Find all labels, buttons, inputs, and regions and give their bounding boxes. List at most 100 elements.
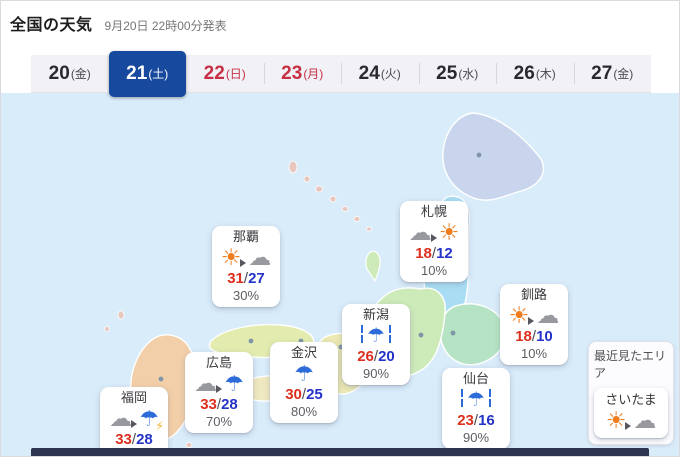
weather-card[interactable]: 那覇 ☀ ☁ 31/27 30% <box>212 226 280 307</box>
weather-card[interactable]: 福岡 ☁☂⚡ 33/28 60% <box>100 387 168 456</box>
city-name: 仙台 <box>462 371 489 386</box>
footer-bar <box>31 448 649 456</box>
city-name: 札幌 <box>420 204 447 219</box>
weather-card[interactable]: 釧路 ☀ ☁ 18/10 10% <box>500 284 568 365</box>
precipitation-probability: 10% <box>520 345 548 361</box>
temp-separator: / <box>531 328 537 346</box>
temperature-range: 26/20 <box>348 348 404 365</box>
weather-icons: ☁ ☀ <box>406 220 462 245</box>
tab-day-21[interactable]: 21 (土) <box>108 50 186 97</box>
sun-icon: ☀ <box>508 302 530 329</box>
tab-day-number: 22 <box>203 62 225 84</box>
precipitation-probability: 80% <box>290 403 318 419</box>
published-timestamp: 9月20日 22時00分発表 <box>104 19 227 33</box>
temperature-range: 18/10 <box>506 328 562 345</box>
temperature-range: 33/28 <box>191 396 247 413</box>
weather-icons: ☁ ☂ ⚡ <box>106 405 164 433</box>
thunder-icon: ☂ ⚡ <box>139 405 164 433</box>
high-temp: 33 <box>115 431 132 449</box>
temp-separator: / <box>216 396 222 414</box>
city-name: 金沢 <box>290 345 317 360</box>
weather-card[interactable]: 仙台 ☂ 23/16 90% <box>442 368 510 449</box>
tab-day-of-week: (日) <box>225 67 246 81</box>
weather-icons: ☀ ☁ <box>218 245 274 270</box>
tab-day-number: 23 <box>281 62 303 84</box>
cloud-icon: ☁ <box>194 370 218 397</box>
page-header: 全国の天気 9月20日 22時00分発表 <box>10 11 227 35</box>
recent-area-name: さいたま <box>605 391 657 407</box>
low-temp: 12 <box>436 245 453 263</box>
weather-icons: ☂ <box>348 323 404 348</box>
cloud-icon: ☁ <box>536 302 560 329</box>
recent-area-weather-icons: ☀ ☁ <box>596 408 666 433</box>
high-temp: 33 <box>200 396 217 414</box>
temperature-range: 33/28 <box>106 431 162 448</box>
cloud-icon: ☁ <box>633 406 657 433</box>
rain-icon: ☂ <box>361 324 391 347</box>
high-temp: 30 <box>285 386 302 404</box>
city-name: 釧路 <box>520 287 547 302</box>
city-name: 那覇 <box>232 229 259 244</box>
sun-icon: ☀ <box>438 219 460 246</box>
temperature-range: 31/27 <box>218 270 274 287</box>
weather-card[interactable]: 金沢 ☂ 30/25 80% <box>270 342 338 423</box>
city-name: 広島 <box>205 355 232 370</box>
weather-map: 那覇 ☀ ☁ 31/27 30% 札幌 ☁ ☀ 18/12 10% 釧路 ☀ ☁ 18… <box>1 93 679 456</box>
temperature-range: 23/16 <box>448 412 504 429</box>
tab-day-of-week: (火) <box>380 67 401 81</box>
high-temp: 26 <box>357 348 374 366</box>
temp-separator: / <box>243 270 249 288</box>
tab-day-26[interactable]: 26 (木) <box>496 55 574 92</box>
cloud-icon: ☁ <box>248 244 272 271</box>
tab-day-number: 24 <box>358 62 380 84</box>
page-title: 全国の天気 <box>10 17 93 34</box>
low-temp: 28 <box>136 431 153 449</box>
low-temp: 28 <box>221 396 238 414</box>
weather-icons: ☁ ☂ <box>191 371 247 396</box>
recent-area-panel: 最近見たエリア さいたま ☀ ☁ <box>588 341 674 445</box>
tab-day-20[interactable]: 20 (金) <box>31 55 109 92</box>
recent-area-card[interactable]: さいたま ☀ ☁ <box>594 387 668 438</box>
low-temp: 25 <box>306 386 323 404</box>
low-temp: 10 <box>536 328 553 346</box>
weather-card[interactable]: 札幌 ☁ ☀ 18/12 10% <box>400 201 468 282</box>
precipitation-probability: 90% <box>362 365 390 381</box>
low-temp: 16 <box>478 412 495 430</box>
tab-day-22[interactable]: 22 (日) <box>186 55 264 92</box>
weather-card[interactable]: 新潟 ☂ 26/20 90% <box>342 304 410 385</box>
tab-day-of-week: (金) <box>70 67 91 81</box>
weather-card[interactable]: 広島 ☁ ☂ 33/28 70% <box>185 352 253 433</box>
then-arrow-icon <box>240 259 247 268</box>
tab-day-24[interactable]: 24 (火) <box>341 55 419 92</box>
weather-icons: ☂ <box>448 387 504 412</box>
tab-day-27[interactable]: 27 (金) <box>573 55 652 92</box>
lightning-icon: ⚡ <box>155 418 164 433</box>
temperature-range: 30/25 <box>276 386 332 403</box>
tab-day-number: 20 <box>48 62 70 84</box>
tab-day-number: 27 <box>591 62 613 84</box>
city-name: 福岡 <box>120 390 147 405</box>
weather-icons: ☀ ☁ <box>506 303 562 328</box>
rain-icon: ☂ <box>461 388 491 411</box>
recent-area-label: 最近見たエリア <box>594 349 667 380</box>
tab-day-23[interactable]: 23 (月) <box>263 55 342 92</box>
precipitation-probability: 10% <box>420 262 448 278</box>
weather-icons: ☂ <box>276 361 332 386</box>
date-tabs: 20 (金) 21 (土) 22 (日) 23 (月) 24 (火) 25 (水… <box>31 50 652 97</box>
tab-day-25[interactable]: 25 (水) <box>418 55 497 92</box>
umbrella-icon: ☂ <box>224 370 244 396</box>
tab-day-of-week: (金) <box>613 67 634 81</box>
then-arrow-icon <box>430 234 437 243</box>
high-temp: 18 <box>515 328 532 346</box>
tab-day-of-week: (月) <box>303 67 324 81</box>
tab-day-of-week: (水) <box>458 67 479 81</box>
umbrella-icon: ☂ <box>294 360 314 386</box>
tab-day-of-week: (土) <box>148 67 169 81</box>
then-arrow-icon <box>131 420 138 429</box>
sun-icon: ☀ <box>605 406 627 433</box>
then-arrow-icon <box>216 385 223 394</box>
low-temp: 20 <box>378 348 395 366</box>
high-temp: 23 <box>457 412 474 430</box>
city-name: 新潟 <box>362 307 389 322</box>
